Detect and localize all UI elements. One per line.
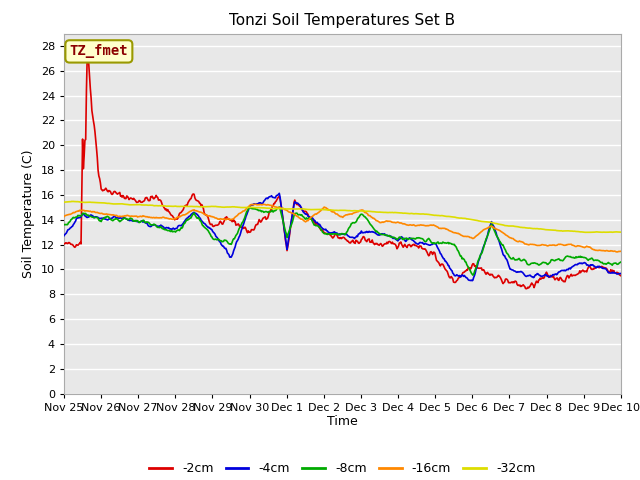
Y-axis label: Soil Temperature (C): Soil Temperature (C) bbox=[22, 149, 35, 278]
Title: Tonzi Soil Temperatures Set B: Tonzi Soil Temperatures Set B bbox=[229, 13, 456, 28]
Text: TZ_fmet: TZ_fmet bbox=[70, 44, 128, 59]
Legend: -2cm, -4cm, -8cm, -16cm, -32cm: -2cm, -4cm, -8cm, -16cm, -32cm bbox=[145, 457, 540, 480]
X-axis label: Time: Time bbox=[327, 415, 358, 429]
